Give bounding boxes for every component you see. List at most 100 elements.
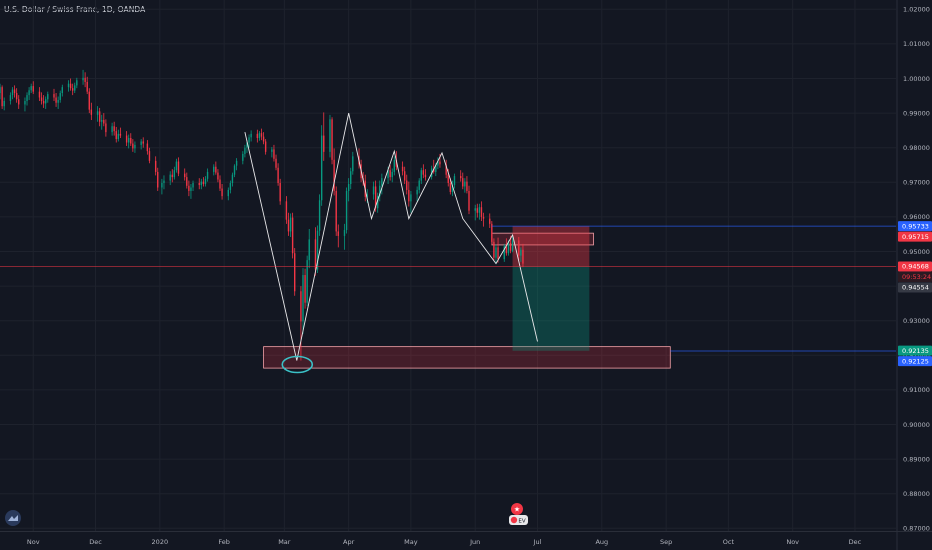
candle-up [387,170,389,179]
candle-up [169,174,171,181]
y-tick-label: 1.00000 [903,75,930,83]
candle-up [437,161,439,166]
candle-up [453,176,456,186]
candle-down [275,158,277,168]
y-tick-label: 0.99000 [903,109,930,117]
candle-up [474,208,476,211]
candle-down [333,159,335,191]
candle-down [186,177,188,186]
candle-down [395,159,398,167]
candle-down [403,171,406,181]
candle-up [345,190,348,231]
candle-up [74,85,76,91]
candle-down [449,182,452,192]
candle-up [134,144,136,149]
candle-up [140,141,142,145]
candle-down [215,166,217,173]
candle-down [522,249,524,264]
candle-up [250,133,252,138]
candle-down [84,77,86,82]
candle-down [130,138,132,144]
candle-down [424,174,427,178]
candle-down [331,119,333,160]
price-label: 0.95733 [902,222,929,230]
candle-down [71,88,74,91]
zones [263,226,671,369]
candle-down [422,170,425,175]
candle-up [26,95,28,101]
candle-up [377,196,379,209]
event-badge-dot-icon [510,516,518,524]
candle-up [420,170,422,181]
candle-up [289,217,292,232]
candle-up [347,184,350,191]
y-tick-label: 0.90000 [903,421,930,429]
event-flag-glyph: ★ [514,506,520,514]
candle-down [505,246,508,254]
x-tick-label: Dec [849,538,862,546]
candle-up [244,147,246,154]
price-label-bg [898,271,932,282]
candle-down [335,190,337,232]
y-tick-label: 0.98000 [903,144,930,152]
candle-down [480,207,483,217]
candle-down [401,166,404,172]
candle-down [256,133,259,139]
price-label-bg [898,345,932,356]
candle-up [9,95,12,101]
event-flag-icon [511,503,523,515]
x-tick-label: Nov [27,538,40,546]
candle-up [30,86,32,91]
candle-down [518,240,520,256]
candle-down [148,151,151,161]
candle-up [204,178,207,185]
x-tick-label: Nov [786,538,799,546]
candle-down [285,201,288,220]
candle-up [163,180,165,183]
candle-down [217,172,219,180]
candle-up [200,181,203,186]
position-target-area [512,266,590,351]
candle-up [343,230,346,236]
candle-down [125,135,128,143]
candle-up [59,93,61,100]
candle-down [115,131,117,140]
candle-down [323,135,325,152]
candle-down [15,93,18,100]
candle-up [24,100,26,105]
candle-down [221,188,223,197]
y-tick-label: 0.88000 [903,490,930,498]
candle-up [520,249,522,256]
candle-up [11,89,14,96]
candle-down [202,181,205,185]
low-highlight-circle [281,355,314,374]
candle-up [464,181,466,187]
candle-down [40,97,43,101]
candle-down [69,83,72,89]
candle-down [509,242,512,251]
candle-down [273,149,275,159]
candles [0,69,524,361]
candle-up [128,138,130,143]
position-stop-area [512,226,590,267]
candle-up [47,94,49,100]
price-label: 0.92135 [902,347,929,355]
tradingview-logo-icon[interactable] [5,510,21,526]
candle-down [264,141,267,152]
candle-down [466,181,468,191]
y-tick-label: 0.93000 [903,317,930,325]
x-tick-label: May [404,538,418,546]
grid [0,0,896,531]
y-tick-label: 0.89000 [903,455,930,463]
candle-up [96,111,99,115]
candle-down [337,231,339,236]
candle-down [1,87,3,107]
x-tick-label: Sep [660,538,672,546]
candle-down [86,81,88,92]
candle-down [291,217,294,254]
candle-up [242,153,244,161]
candle-down [198,182,200,186]
candle-down [389,170,391,178]
